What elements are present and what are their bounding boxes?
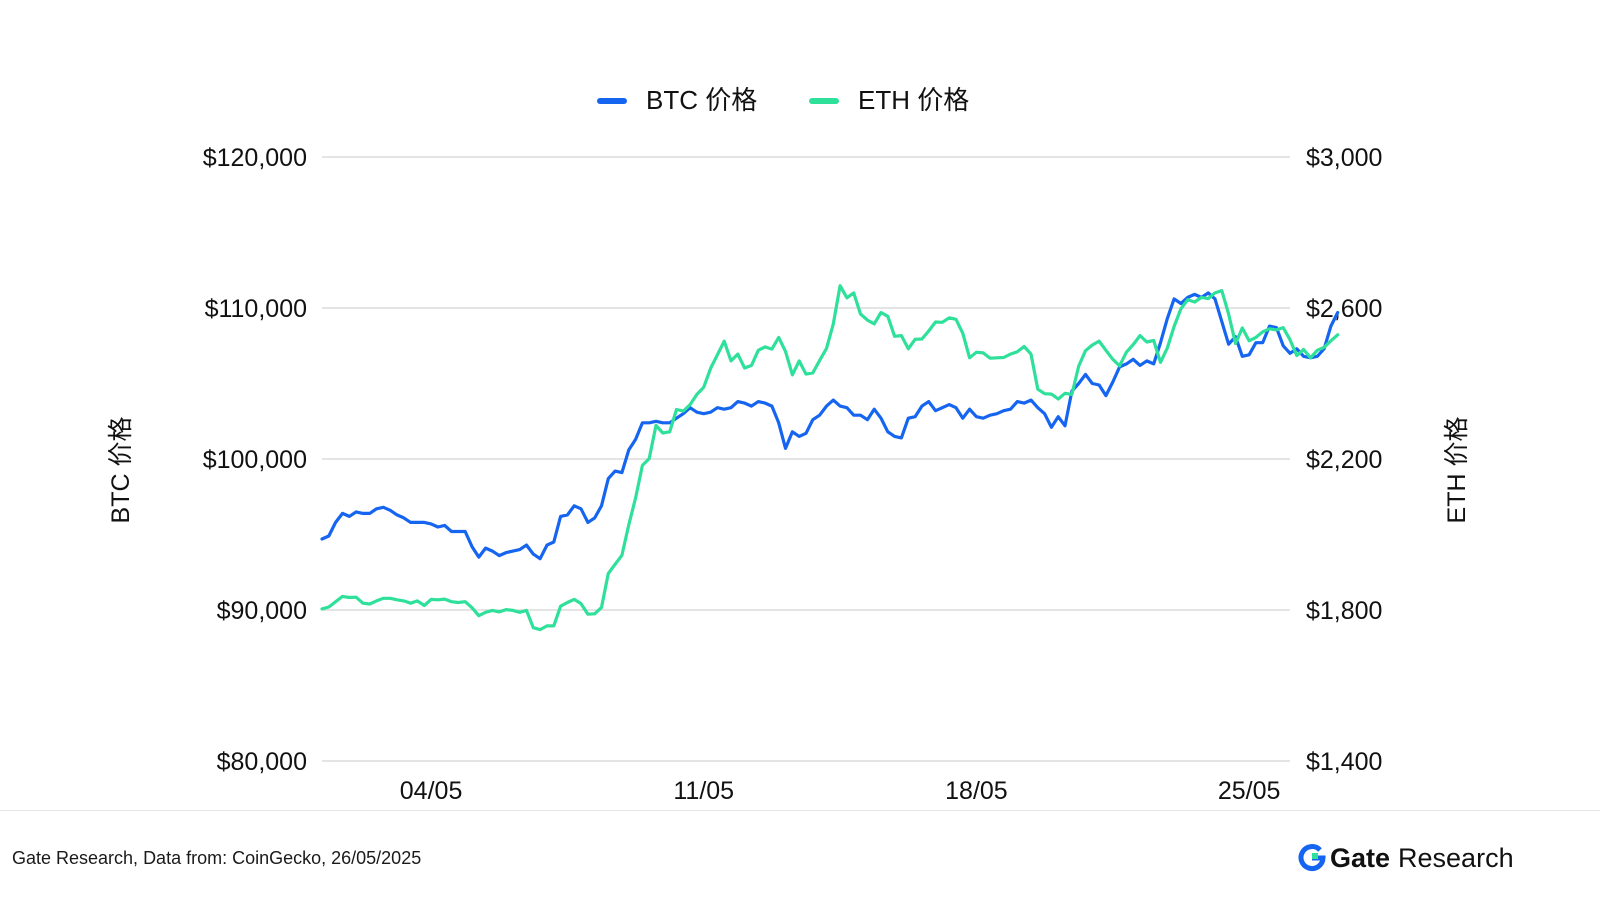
left-tick-label: $110,000 [205,295,307,323]
source-note: Gate Research, Data from: CoinGecko, 26/… [12,848,422,868]
legend-swatch-btc [597,98,627,104]
x-tick-label: 11/05 [673,777,734,805]
brand-logo: Gate Research [1298,838,1514,878]
x-tick-label: 18/05 [945,777,1008,805]
legend-swatch-eth [809,98,839,104]
grid-lines [322,156,1290,762]
footer-divider [0,810,1600,811]
right-axis-ticks: $1,400 $1,800 $2,200 $2,600 $3,000 [1306,144,1382,776]
legend-label-eth: ETH 价格 [858,85,969,115]
left-tick-label: $100,000 [203,446,307,474]
brand-sub: Research [1398,842,1514,873]
x-tick-label: 04/05 [400,777,463,805]
right-tick-label: $1,800 [1306,597,1382,625]
eth-price-line [320,284,1340,632]
gate-logo-icon [1298,844,1326,872]
btc-price-line [320,291,1340,561]
series-lines [320,284,1340,632]
chart: $80,000 $90,000 $100,000 $110,000 $120,000 $… [107,85,1471,805]
left-tick-label: $90,000 [217,597,307,625]
left-axis-ticks: $80,000 $90,000 $100,000 $110,000 $120,000 [203,144,307,776]
right-axis-title: ETH 价格 [1443,417,1471,524]
right-tick-label: $1,400 [1306,748,1382,776]
left-tick-label: $80,000 [217,748,307,776]
left-axis-title: BTC 价格 [107,417,135,524]
right-tick-label: $3,000 [1306,144,1382,172]
right-tick-label: $2,600 [1306,295,1382,323]
right-tick-label: $2,200 [1306,446,1382,474]
x-axis-ticks: 04/05 11/05 18/05 25/05 [400,777,1281,805]
left-tick-label: $120,000 [203,144,307,172]
legend: BTC 价格 ETH 价格 [597,85,969,115]
legend-label-btc: BTC 价格 [646,85,757,115]
brand-name: Gate [1330,842,1391,873]
x-tick-label: 25/05 [1218,777,1281,805]
